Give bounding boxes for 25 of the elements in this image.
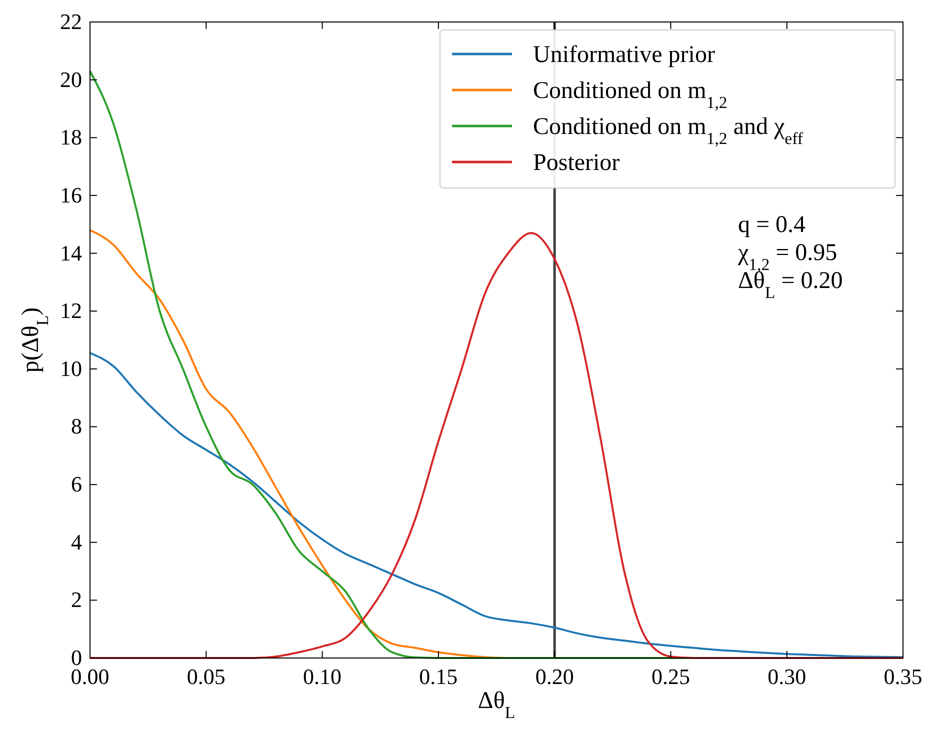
y-tick-label: 12 — [60, 298, 82, 324]
y-tick-label: 14 — [60, 240, 82, 266]
y-tick-label: 6 — [71, 472, 82, 497]
legend-label: Posterior — [533, 150, 620, 176]
legend-label: Conditioned on m$_{1,2}$ and χ$_{eff}$ — [533, 114, 804, 148]
y-tick-label: 22 — [60, 9, 82, 34]
x-tick-label: 0.10 — [303, 664, 342, 689]
x-tick-label: 0.05 — [186, 664, 226, 689]
x-axis-title: Δθ$_{L}$ — [478, 688, 516, 722]
x-tick-label: 0.15 — [419, 664, 458, 689]
x-tick-label: 0.20 — [535, 664, 574, 689]
x-tick-label: 0.30 — [768, 664, 806, 689]
y-tick-label: 2 — [71, 587, 82, 612]
line-series — [89, 352, 904, 658]
x-tick-label: 0.25 — [651, 664, 690, 689]
x-tick-label: 0.35 — [884, 664, 922, 689]
y-tick-label: 16 — [60, 182, 82, 208]
legend-label: Conditioned on m$_{1,2}$ — [533, 78, 728, 112]
y-tick-label: 18 — [60, 124, 82, 150]
annotation: q = 0.4 — [738, 212, 806, 238]
y-tick-label: 10 — [60, 356, 82, 381]
legend-label: Uniformative prior — [533, 42, 715, 68]
y-tick-label: 20 — [60, 66, 82, 92]
y-tick-label: 8 — [71, 414, 82, 439]
y-tick-label: 4 — [71, 529, 82, 554]
